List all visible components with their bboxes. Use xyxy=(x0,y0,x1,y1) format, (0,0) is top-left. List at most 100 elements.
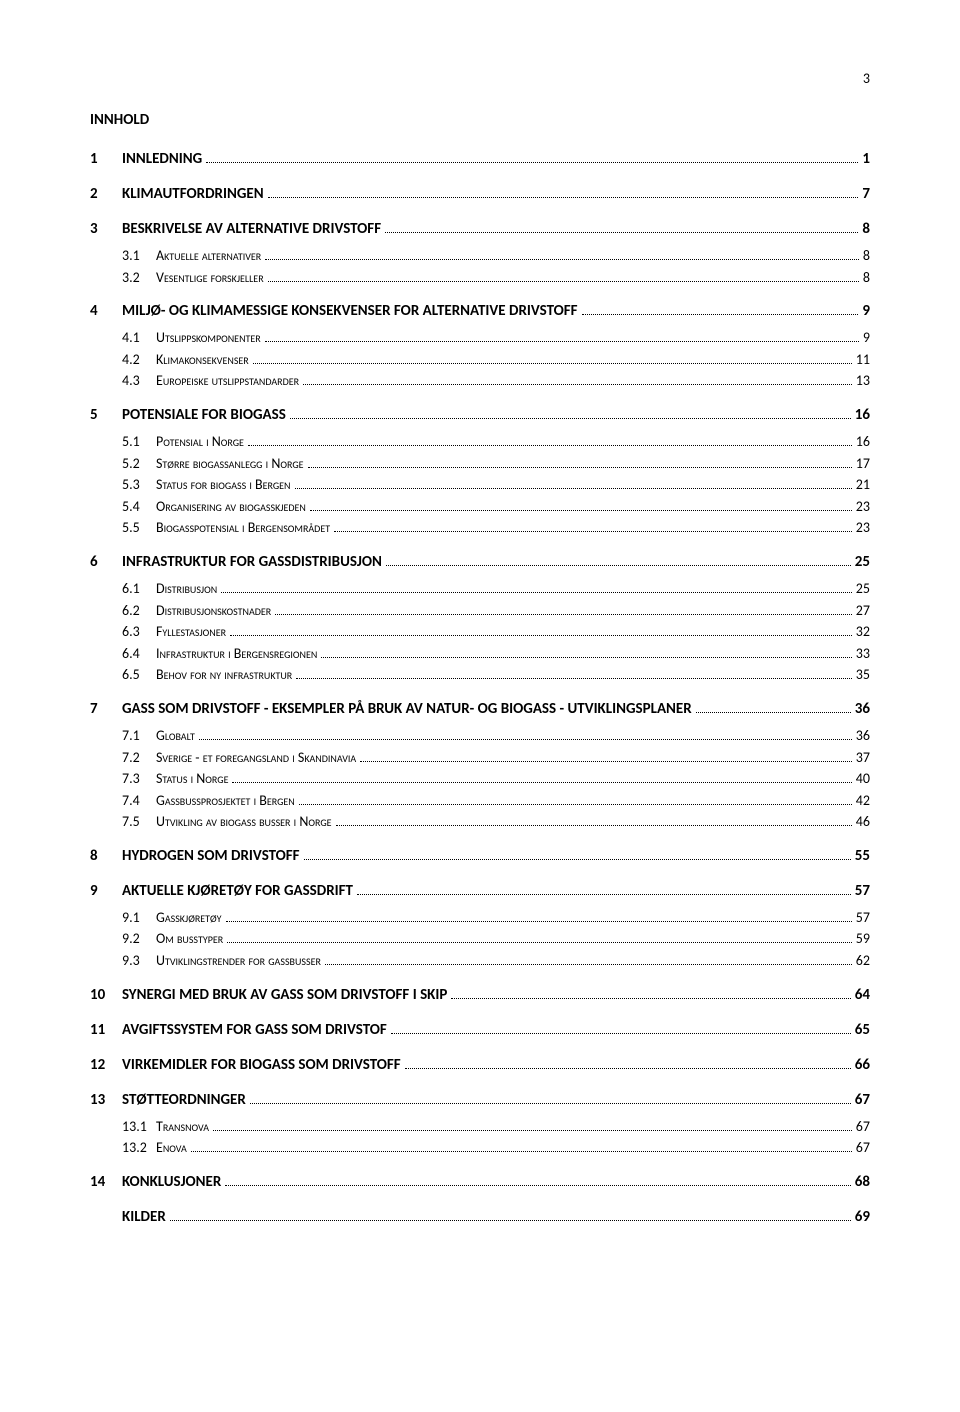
toc-leader xyxy=(248,445,852,446)
toc-entry[interactable]: 4.2Klimakonsekvenser11 xyxy=(122,350,870,370)
toc-entry-number: 5.4 xyxy=(122,497,156,517)
toc-entry[interactable]: 6.2Distribusjonskostnader27 xyxy=(122,601,870,621)
toc-entry[interactable]: 7GASS SOM DRIVSTOFF - EKSEMPLER PÅ BRUK … xyxy=(90,699,870,720)
toc-entry-number: 2 xyxy=(90,184,122,205)
toc-entry[interactable]: 6.1Distribusjon25 xyxy=(122,579,870,599)
toc-leader xyxy=(265,341,859,342)
toc-leader xyxy=(232,782,851,783)
toc-entry[interactable]: 6.5Behov for ny infrastruktur35 xyxy=(122,665,870,685)
toc-title: INNHOLD xyxy=(90,111,870,129)
toc-entry-page: 37 xyxy=(856,748,870,768)
toc-entry[interactable]: 4.3Europeiske utslippstandarder13 xyxy=(122,371,870,391)
toc-entry[interactable]: 9.1Gasskjøretøy 57 xyxy=(122,908,870,928)
toc-entry-number: 1 xyxy=(90,149,122,170)
toc-entry[interactable]: KILDER69 xyxy=(90,1207,870,1228)
toc-entry[interactable]: 12VIRKEMIDLER FOR BIOGASS SOM DRIVSTOFF6… xyxy=(90,1055,870,1076)
toc-entry-page: 42 xyxy=(856,791,870,811)
toc-entry[interactable]: 7.2Sverige - et foregangsland i Skandina… xyxy=(122,748,870,768)
toc-leader xyxy=(213,1130,852,1131)
toc-entry-number: 9.2 xyxy=(122,929,156,949)
toc-entry-number: 4.2 xyxy=(122,350,156,370)
toc-entry-page: 67 xyxy=(856,1117,870,1137)
toc-entry[interactable]: 6.3Fyllestasjoner32 xyxy=(122,622,870,642)
toc-entry[interactable]: 5.5Biogasspotensial i Bergensområdet23 xyxy=(122,518,870,538)
toc-entry[interactable]: 2KLIMAUTFORDRINGEN7 xyxy=(90,184,870,205)
toc-entry-number: 3 xyxy=(90,219,122,240)
toc-entry-page: 57 xyxy=(856,908,870,928)
toc-entry-page: 36 xyxy=(856,726,870,746)
toc-entry[interactable]: 5.1Potensial i Norge16 xyxy=(122,432,870,452)
toc-entry-number: 12 xyxy=(90,1055,122,1076)
toc-entry-number: 5.3 xyxy=(122,475,156,495)
toc-leader xyxy=(275,614,852,615)
toc-entry[interactable]: 9.3Utviklingstrender for gassbusser62 xyxy=(122,951,870,971)
toc-entry[interactable]: 8HYDROGEN SOM DRIVSTOFF55 xyxy=(90,846,870,867)
toc-entry-number: 6 xyxy=(90,552,122,573)
toc-entry[interactable]: 5.2Større biogassanlegg i Norge17 xyxy=(122,454,870,474)
toc-entry[interactable]: 14KONKLUSJONER68 xyxy=(90,1172,870,1193)
toc-entry-page: 64 xyxy=(855,985,870,1006)
toc-entry-number: 3.2 xyxy=(122,268,156,288)
toc-entry[interactable]: 13.1Transnova67 xyxy=(122,1117,870,1137)
toc-entry-label: INNLEDNING xyxy=(122,149,202,170)
toc-leader xyxy=(334,531,852,532)
toc-entry-page: 57 xyxy=(855,881,870,902)
toc-entry-page: 11 xyxy=(856,350,870,370)
toc-entry[interactable]: 3BESKRIVELSE AV ALTERNATIVE DRIVSTOFF8 xyxy=(90,219,870,240)
toc-entry[interactable]: 11AVGIFTSSYSTEM FOR GASS SOM DRIVSTOF65 xyxy=(90,1020,870,1041)
toc-entry[interactable]: 10SYNERGI MED BRUK AV GASS SOM DRIVSTOFF… xyxy=(90,985,870,1006)
toc-entry-label: Utvikling av biogass busser i Norge xyxy=(156,812,332,832)
toc-leader xyxy=(308,467,852,468)
toc-entry-page: 59 xyxy=(856,929,870,949)
toc-entry[interactable]: 5POTENSIALE FOR BIOGASS16 xyxy=(90,405,870,426)
toc-entry-label: AKTUELLE KJØRETØY FOR GASSDRIFT xyxy=(122,881,353,902)
toc-leader xyxy=(582,314,859,315)
toc-entry-label: HYDROGEN SOM DRIVSTOFF xyxy=(122,846,300,867)
toc-entry-number: 6.1 xyxy=(122,579,156,599)
toc-entry-label: Fyllestasjoner xyxy=(156,622,226,642)
toc-entry-label: GASS SOM DRIVSTOFF - EKSEMPLER PÅ BRUK A… xyxy=(122,699,692,720)
toc-leader xyxy=(268,281,859,282)
toc-entry-label: INFRASTRUKTUR FOR GASSDISTRIBUSJON xyxy=(122,552,382,573)
toc-entry[interactable]: 7.4Gassbussprosjektet i Bergen42 xyxy=(122,791,870,811)
toc-entry-page: 8 xyxy=(863,246,870,266)
toc-entry[interactable]: 13.2Enova67 xyxy=(122,1138,870,1158)
toc-entry-number: 5 xyxy=(90,405,122,426)
toc-entry-page: 1 xyxy=(862,149,870,170)
toc-entry[interactable]: 7.5Utvikling av biogass busser i Norge46 xyxy=(122,812,870,832)
toc-entry-label: VIRKEMIDLER FOR BIOGASS SOM DRIVSTOFF xyxy=(122,1055,401,1076)
toc-entry[interactable]: 5.3Status for biogass i Bergen21 xyxy=(122,475,870,495)
toc-entry[interactable]: 9AKTUELLE KJØRETØY FOR GASSDRIFT 57 xyxy=(90,881,870,902)
toc-entry[interactable]: 7.1Globalt36 xyxy=(122,726,870,746)
toc-entry[interactable]: 9.2Om busstyper59 xyxy=(122,929,870,949)
toc-entry[interactable]: 4MILJØ- OG KLIMAMESSIGE KONSEKVENSER FOR… xyxy=(90,301,870,322)
toc-leader xyxy=(321,657,851,658)
toc-entry[interactable]: 4.1Utslippskomponenter9 xyxy=(122,328,870,348)
toc-entry-label: Status for biogass i Bergen xyxy=(156,475,291,495)
toc-entry-number: 9.1 xyxy=(122,908,156,928)
toc-entry-number: 9 xyxy=(90,881,122,902)
toc-entry-page: 67 xyxy=(856,1138,870,1158)
toc-entry[interactable]: 13STØTTEORDNINGER67 xyxy=(90,1090,870,1111)
toc-entry[interactable]: 6INFRASTRUKTUR FOR GASSDISTRIBUSJON 25 xyxy=(90,552,870,573)
toc-entry-label: Status i Norge xyxy=(156,769,228,789)
toc-entry-number: 7.5 xyxy=(122,812,156,832)
toc-entry-page: 25 xyxy=(855,552,870,573)
toc-entry-number: 13 xyxy=(90,1090,122,1111)
toc-entry-label: POTENSIALE FOR BIOGASS xyxy=(122,405,286,426)
toc-entry[interactable]: 5.4Organisering av biogasskjeden23 xyxy=(122,497,870,517)
toc-entry-label: Gasskjøretøy xyxy=(156,908,222,928)
toc-entry[interactable]: 7.3Status i Norge40 xyxy=(122,769,870,789)
toc-entry-label: Enova xyxy=(156,1138,187,1158)
toc-entry-page: 32 xyxy=(856,622,870,642)
toc-entry[interactable]: 1INNLEDNING1 xyxy=(90,149,870,170)
toc-entry-label: Gassbussprosjektet i Bergen xyxy=(156,791,295,811)
toc-leader xyxy=(225,1185,850,1186)
toc-entry-label: Distribusjonskostnader xyxy=(156,601,271,621)
toc-leader xyxy=(299,804,852,805)
toc-entry-number: 4.3 xyxy=(122,371,156,391)
toc-entry[interactable]: 3.1Aktuelle alternativer8 xyxy=(122,246,870,266)
toc-entry[interactable]: 6.4Infrastruktur i Bergensregionen33 xyxy=(122,644,870,664)
toc-entry-label: Vesentlige forskjeller xyxy=(156,268,264,288)
toc-entry[interactable]: 3.2Vesentlige forskjeller8 xyxy=(122,268,870,288)
